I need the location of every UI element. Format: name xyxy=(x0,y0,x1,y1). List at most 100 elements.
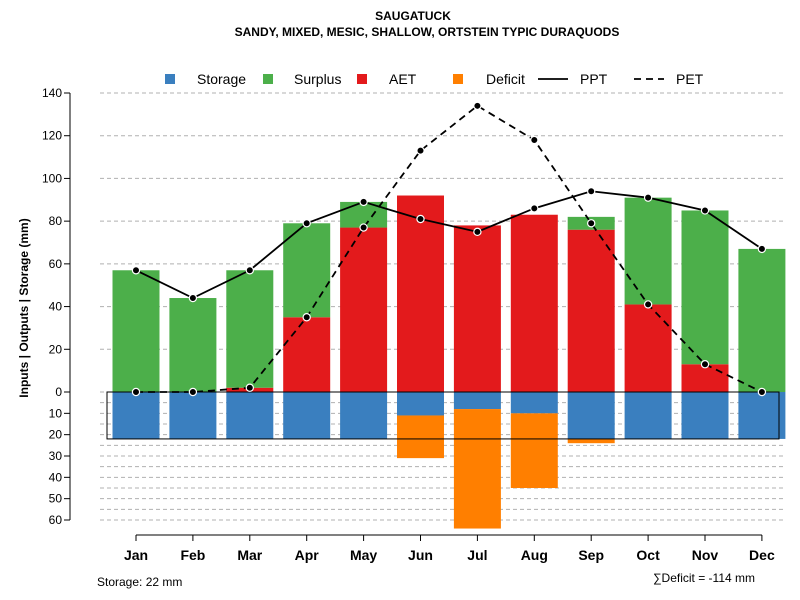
x-tick-label-apr: Apr xyxy=(295,547,320,563)
deficit-bar-aug xyxy=(510,413,558,488)
ppt-point-jul xyxy=(473,227,482,237)
deficit-bar-jun xyxy=(397,415,444,459)
chart-title: SAUGATUCK xyxy=(375,9,451,23)
pet-line xyxy=(136,104,763,393)
pet-point-sep xyxy=(587,219,596,228)
legend-label-pet: PET xyxy=(676,71,704,87)
y-tick-label-lower: 60 xyxy=(49,513,63,527)
y-tick-label-upper: 40 xyxy=(49,300,63,314)
storage-footer: Storage: 22 mm xyxy=(97,575,182,589)
legend-label-surplus: Surplus xyxy=(294,71,341,87)
storage-bar-feb xyxy=(169,392,217,439)
storage-bar-jan xyxy=(112,392,160,439)
legend-swatch-deficit xyxy=(453,74,463,84)
y-tick-label-upper: 20 xyxy=(49,342,63,356)
legend-label-storage: Storage xyxy=(197,71,246,87)
pet-point-may xyxy=(359,223,368,232)
ppt-point-nov xyxy=(700,206,710,215)
aet-bar-apr xyxy=(283,317,331,392)
ppt-point-jan xyxy=(131,266,141,275)
storage-bar-nov xyxy=(681,392,729,439)
storage-bar-jun xyxy=(397,392,444,416)
legend-label-aet: AET xyxy=(389,71,417,87)
storage-bar-may xyxy=(340,392,388,439)
pet-point-jul xyxy=(473,101,482,111)
x-tick-label-jul: Jul xyxy=(467,547,487,563)
surplus-bar-dec xyxy=(738,248,786,392)
x-tick-label-oct: Oct xyxy=(636,547,660,563)
y-axis-label: Inputs | Outputs | Storage (mm) xyxy=(17,218,31,397)
legend-swatch-aet xyxy=(357,74,367,84)
legend-swatch-storage xyxy=(165,74,175,84)
ppt-point-dec xyxy=(757,244,767,254)
axes: 140 120 100 80 60 40 20 0 10 20 30 40 50 60 Jan Feb Mar A… xyxy=(42,86,775,563)
deficit-bar-jul xyxy=(453,409,501,529)
x-tick-label-nov: Nov xyxy=(692,547,719,563)
surplus-bar-jan xyxy=(112,270,160,392)
x-tick-label-may: May xyxy=(350,547,377,563)
ppt-point-may xyxy=(359,197,368,207)
storage-bar-jul xyxy=(453,392,501,410)
y-tick-label-lower: 50 xyxy=(49,492,63,506)
storage-bar-aug xyxy=(510,392,558,414)
deficit-bar-sep xyxy=(567,438,615,444)
storage-bar-dec xyxy=(738,392,786,439)
storage-bar-mar xyxy=(226,392,274,439)
ppt-point-feb xyxy=(188,293,198,303)
y-tick-label-upper: 60 xyxy=(49,257,63,271)
aet-bar-aug xyxy=(510,214,558,392)
bars xyxy=(106,195,786,529)
aet-bar-may xyxy=(340,227,388,392)
lines xyxy=(131,101,767,397)
aet-bar-jul xyxy=(453,225,501,392)
surplus-bar-feb xyxy=(169,298,217,392)
aet-bar-oct xyxy=(624,304,672,392)
storage-bar-oct xyxy=(624,392,672,439)
x-tick-label-feb: Feb xyxy=(180,547,205,563)
pet-point-mar xyxy=(245,383,254,392)
surplus-bar-nov xyxy=(681,210,729,365)
y-tick-label-upper: 140 xyxy=(42,86,62,100)
storage-capacity-box xyxy=(106,391,780,440)
x-tick-label-jan: Jan xyxy=(124,547,148,563)
storage-bar-sep xyxy=(567,392,615,439)
pet-point-jun xyxy=(416,146,425,155)
surplus-bar-mar xyxy=(226,270,274,388)
x-tick-label-dec: Dec xyxy=(749,547,775,563)
pet-point-feb xyxy=(188,387,198,397)
y-tick-label-upper: 0 xyxy=(55,385,62,399)
y-tick-label-upper: 120 xyxy=(42,129,62,143)
legend-label-deficit: Deficit xyxy=(486,71,525,87)
y-tick-label-upper: 100 xyxy=(42,171,62,185)
legend-swatch-surplus xyxy=(263,74,273,84)
y-tick-label-lower: 30 xyxy=(49,449,63,463)
x-tick-label-sep: Sep xyxy=(578,547,604,563)
pet-point-jan xyxy=(131,387,141,397)
y-tick-label-lower: 10 xyxy=(49,406,63,420)
ppt-point-sep xyxy=(587,187,596,196)
y-tick-label-lower: 40 xyxy=(49,470,63,484)
pet-point-dec xyxy=(757,387,767,397)
aet-bar-nov xyxy=(681,364,729,392)
aet-bar-jun xyxy=(397,195,444,392)
surplus-bar-apr xyxy=(283,223,331,318)
ppt-line xyxy=(135,190,763,300)
ppt-point-jun xyxy=(416,214,425,224)
y-tick-label-upper: 80 xyxy=(49,214,63,228)
x-tick-label-aug: Aug xyxy=(521,547,548,563)
ppt-point-apr xyxy=(302,219,311,228)
y-tick-label-lower: 20 xyxy=(49,428,63,442)
ppt-point-oct xyxy=(643,193,653,202)
pet-point-oct xyxy=(643,300,653,309)
deficit-footer: ∑Deficit = -114 mm xyxy=(653,571,755,585)
aet-bar-sep xyxy=(567,229,615,392)
legend: Storage Surplus AET Deficit PPT PET xyxy=(165,71,704,87)
chart-subtitle: SANDY, MIXED, MESIC, SHALLOW, ORTSTEIN T… xyxy=(235,25,620,39)
legend-label-ppt: PPT xyxy=(580,71,608,87)
pet-point-aug xyxy=(530,135,539,145)
ppt-point-aug xyxy=(530,204,539,213)
pet-point-apr xyxy=(302,313,311,322)
pet-point-nov xyxy=(700,360,710,369)
ppt-point-mar xyxy=(245,266,254,275)
